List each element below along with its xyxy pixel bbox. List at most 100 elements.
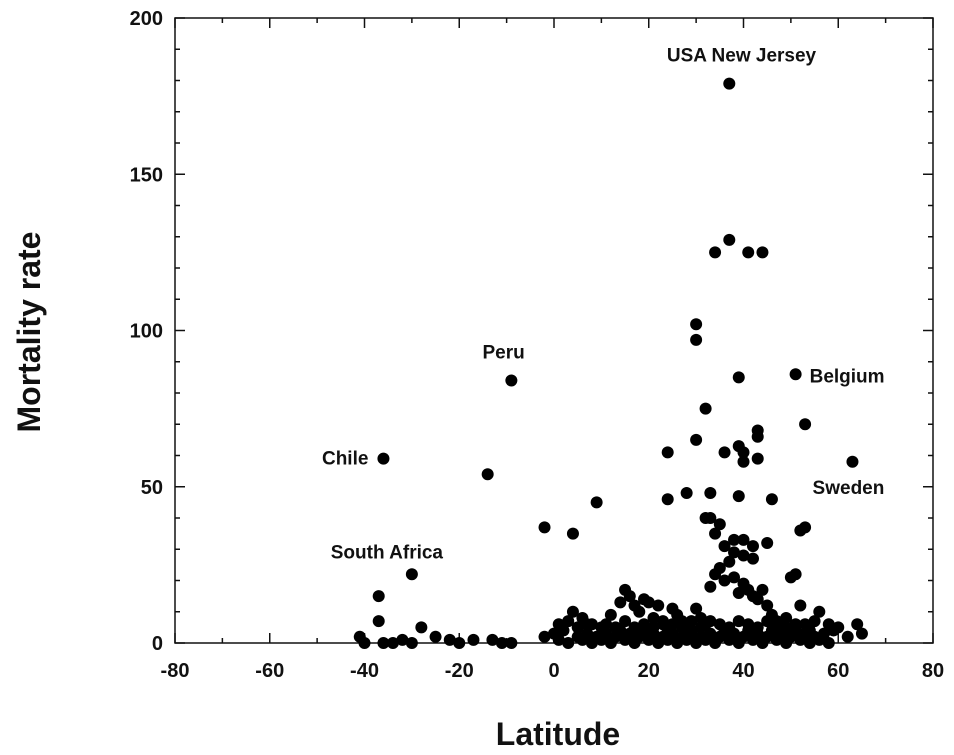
data-point xyxy=(723,77,736,90)
data-point xyxy=(581,627,594,640)
data-point xyxy=(680,633,693,646)
plot-frame xyxy=(174,17,934,644)
data-point xyxy=(746,552,759,565)
point-annotation: Peru xyxy=(483,343,525,364)
data-point xyxy=(822,637,835,649)
data-point xyxy=(633,605,646,618)
data-point xyxy=(690,333,703,346)
data-point xyxy=(723,233,736,246)
data-point xyxy=(713,618,726,631)
data-point xyxy=(372,615,385,628)
data-point xyxy=(732,587,745,599)
data-point xyxy=(666,627,679,640)
data-point xyxy=(581,618,594,631)
x-tick-label: 0 xyxy=(548,660,559,682)
data-point xyxy=(728,533,741,546)
data-point xyxy=(751,621,764,634)
data-point xyxy=(732,490,745,503)
data-point xyxy=(571,621,584,634)
data-point xyxy=(675,621,688,634)
data-point xyxy=(600,618,613,631)
data-point xyxy=(538,521,551,534)
data-point xyxy=(505,374,518,387)
data-point xyxy=(481,468,494,481)
data-point xyxy=(789,618,802,631)
data-point xyxy=(851,618,864,631)
data-point xyxy=(642,596,655,609)
data-point xyxy=(789,568,802,581)
data-point xyxy=(666,618,679,631)
data-point xyxy=(841,630,854,643)
axis-ticks: -80 -60 -40 -20 0 20 40 60 80 0 50 100 150 200 xyxy=(130,8,945,682)
data-point xyxy=(453,637,466,649)
data-point xyxy=(377,637,390,649)
data-point xyxy=(656,615,669,628)
data-point xyxy=(623,590,636,603)
data-point xyxy=(415,621,428,634)
data-points xyxy=(353,77,868,649)
data-point xyxy=(732,615,745,628)
data-point xyxy=(590,496,603,509)
data-point xyxy=(377,452,390,465)
data-point xyxy=(813,605,826,618)
data-point xyxy=(813,633,826,646)
data-point xyxy=(690,318,703,331)
data-point xyxy=(718,574,731,587)
data-point xyxy=(405,637,418,649)
data-point xyxy=(566,527,579,540)
x-tick-label: -40 xyxy=(350,660,379,682)
data-point xyxy=(680,487,693,499)
data-point xyxy=(604,608,617,621)
data-point xyxy=(799,521,812,534)
x-tick-label: 80 xyxy=(922,660,944,682)
data-point xyxy=(751,430,764,443)
data-point xyxy=(467,633,480,646)
data-point xyxy=(562,615,575,628)
x-tick-label: -60 xyxy=(255,660,284,682)
data-point xyxy=(652,599,665,612)
data-point xyxy=(746,540,759,553)
data-point xyxy=(761,537,774,549)
data-point xyxy=(728,546,741,559)
data-point xyxy=(718,540,731,553)
x-tick-label: 40 xyxy=(732,660,754,682)
data-point xyxy=(443,633,456,646)
data-point xyxy=(761,599,774,612)
point-annotation: Sweden xyxy=(813,478,885,499)
data-point xyxy=(718,446,731,459)
annotations: USA New Jersey Peru Belgium Chile Sweden Sout… xyxy=(322,46,885,564)
data-point xyxy=(685,624,698,637)
data-point xyxy=(794,599,807,612)
y-tick-label: 200 xyxy=(130,8,163,30)
data-point xyxy=(756,246,769,259)
data-point xyxy=(789,368,802,381)
data-point xyxy=(690,602,703,615)
data-point xyxy=(709,527,722,540)
data-point xyxy=(566,605,579,618)
data-point xyxy=(737,446,750,459)
data-point xyxy=(638,618,651,631)
data-point xyxy=(780,612,793,624)
data-point xyxy=(552,618,565,631)
point-annotation: Belgium xyxy=(810,366,885,387)
data-point xyxy=(609,621,622,634)
data-point xyxy=(751,452,764,465)
data-point xyxy=(505,637,518,649)
data-point xyxy=(386,637,399,649)
y-tick-label: 150 xyxy=(130,164,163,186)
data-point xyxy=(855,627,868,640)
y-axis-title: Mortality rate xyxy=(11,232,47,433)
data-point xyxy=(808,615,821,628)
data-point xyxy=(619,615,632,628)
data-point xyxy=(704,580,717,593)
data-point xyxy=(628,621,641,634)
data-point xyxy=(486,633,499,646)
data-point xyxy=(647,621,660,634)
data-point xyxy=(661,493,674,506)
point-annotation: Chile xyxy=(322,449,368,470)
data-point xyxy=(562,637,575,649)
data-point xyxy=(832,621,845,634)
data-point xyxy=(647,612,660,624)
data-point xyxy=(614,596,627,609)
